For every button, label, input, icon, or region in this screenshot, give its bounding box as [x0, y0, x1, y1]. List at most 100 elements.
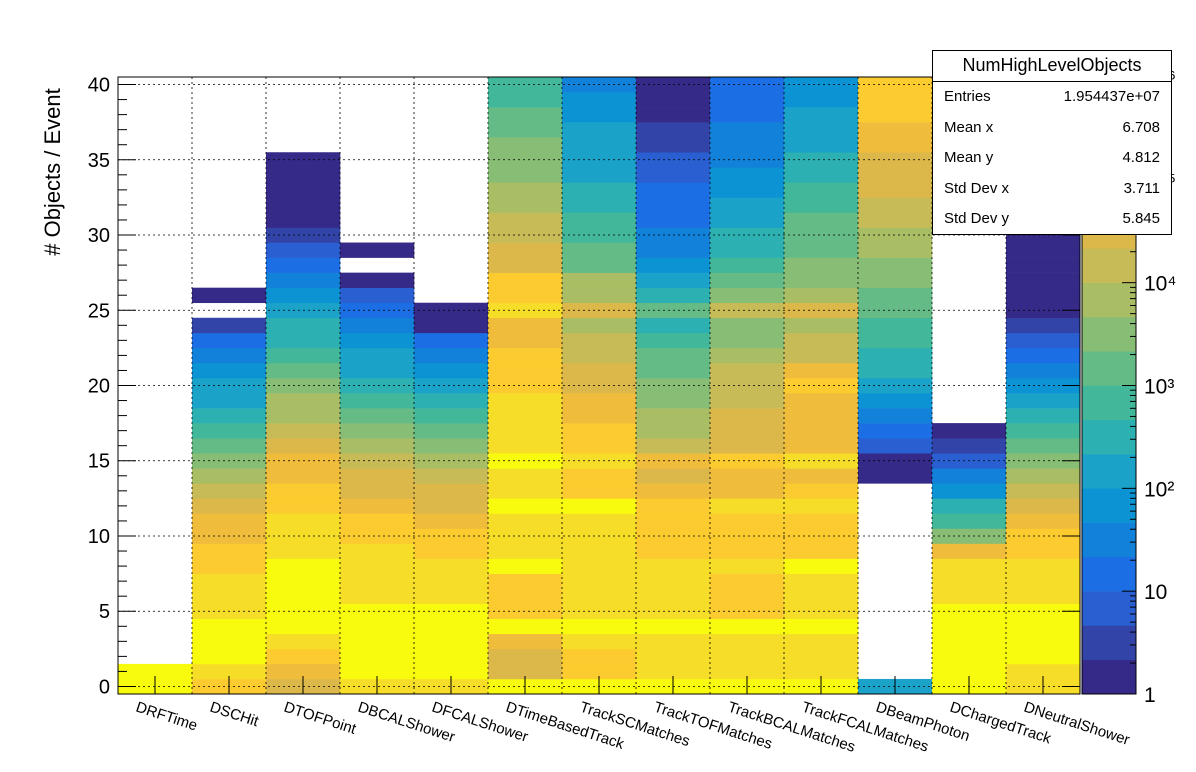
- heatmap-cell: [1006, 588, 1081, 605]
- heatmap-cell: [414, 362, 489, 379]
- x-tick-label: DSCHit: [208, 699, 262, 731]
- heatmap-cell: [710, 197, 785, 213]
- heatmap-cell: [1006, 362, 1081, 379]
- heatmap-cell: [192, 423, 267, 439]
- palette-swatch: [1082, 351, 1136, 386]
- heatmap-cell: [266, 543, 341, 559]
- heatmap-cell: [1006, 423, 1081, 439]
- heatmap-cell: [710, 152, 785, 168]
- heatmap-cell: [636, 167, 711, 183]
- heatmap-cell: [266, 648, 341, 665]
- heatmap-cell: [710, 107, 785, 123]
- heatmap-cell: [488, 107, 563, 123]
- heatmap-cell: [784, 182, 859, 198]
- heatmap-cell: [710, 317, 785, 334]
- heatmap-cell: [192, 588, 267, 605]
- stats-row: Std Dev y 5.845: [933, 204, 1171, 235]
- stats-value: 3.711: [1123, 179, 1160, 197]
- heatmap-cell: [562, 648, 637, 665]
- heatmap-cell: [414, 408, 489, 424]
- palette-swatch: [1082, 454, 1136, 489]
- heatmap-cell: [414, 558, 489, 574]
- heatmap-cell: [784, 633, 859, 650]
- heatmap-cell: [784, 317, 859, 334]
- heatmap-cell: [784, 227, 859, 243]
- heatmap-cell: [710, 287, 785, 304]
- stats-value: 1.954437e+07: [1063, 88, 1160, 105]
- heatmap-cell: [858, 362, 933, 379]
- stats-value: 5.845: [1122, 210, 1160, 227]
- heatmap-cell: [710, 137, 785, 153]
- heatmap-cell: [1006, 242, 1081, 258]
- y-tick-label: 0: [99, 676, 110, 698]
- heatmap-cell: [488, 633, 563, 650]
- x-tick-label: DRFTime: [134, 699, 200, 735]
- palette-swatch: [1082, 248, 1136, 283]
- heatmap-cell: [340, 332, 415, 349]
- heatmap-cell: [562, 588, 637, 605]
- heatmap-cell: [858, 453, 933, 469]
- heatmap-cell: [636, 362, 711, 379]
- heatmap-cell: [414, 618, 489, 635]
- heatmap-cell: [1006, 573, 1081, 589]
- heatmap-cell: [784, 137, 859, 153]
- heatmap-cell: [710, 603, 785, 620]
- heatmap-cell: [340, 347, 415, 364]
- heatmap-cell: [784, 648, 859, 665]
- heatmap-cell: [1006, 513, 1081, 529]
- heatmap-cell: [414, 347, 489, 364]
- heatmap-cell: [710, 272, 785, 288]
- heatmap-cell: [414, 663, 489, 680]
- heatmap-cell: [858, 332, 933, 349]
- heatmap-cell: [414, 573, 489, 589]
- heatmap-cell: [784, 302, 859, 319]
- heatmap-cell: [488, 408, 563, 424]
- heatmap-cell: [488, 242, 563, 258]
- z-tick-label: 1: [1144, 684, 1156, 707]
- heatmap-cell: [488, 227, 563, 243]
- heatmap-cell: [488, 257, 563, 273]
- heatmap-cell: [710, 513, 785, 529]
- heatmap-cell: [488, 197, 563, 213]
- heatmap-cell: [636, 558, 711, 574]
- heatmap-cell: [266, 362, 341, 379]
- heatmap-cell: [266, 513, 341, 529]
- heatmap-cell: [858, 107, 933, 123]
- heatmap-cell: [192, 362, 267, 379]
- heatmap-cell: [488, 453, 563, 469]
- heatmap-cell: [562, 272, 637, 288]
- heatmap-cell: [636, 182, 711, 198]
- heatmap-cell: [932, 558, 1007, 574]
- heatmap-cell: [636, 212, 711, 228]
- heatmap-cell: [192, 573, 267, 589]
- heatmap-cell: [636, 513, 711, 529]
- heatmap-cell: [488, 588, 563, 605]
- heatmap-cell: [192, 287, 267, 304]
- heatmap-cell: [1006, 408, 1081, 424]
- heatmap-cell: [488, 182, 563, 198]
- heatmap-cell: [562, 408, 637, 424]
- x-tick-label: DTOFPoint: [282, 699, 359, 739]
- heatmap-cell: [932, 648, 1007, 665]
- heatmap-cell: [118, 663, 193, 680]
- heatmap-cell: [858, 77, 933, 93]
- heatmap-cell: [562, 182, 637, 198]
- heatmap-cell: [266, 212, 341, 228]
- heatmap-cell: [562, 362, 637, 379]
- heatmap-cell: [1006, 558, 1081, 574]
- heatmap-cell: [710, 573, 785, 589]
- heatmap-cell: [710, 588, 785, 605]
- heatmap-cell: [192, 513, 267, 529]
- heatmap-cell: [562, 317, 637, 334]
- heatmap-cell: [340, 528, 415, 544]
- heatmap-cell: [710, 77, 785, 93]
- heatmap-cell: [562, 107, 637, 123]
- heatmap-cell: [1006, 393, 1081, 409]
- heatmap-cell: [562, 423, 637, 439]
- heatmap-cell: [636, 663, 711, 680]
- heatmap-cell: [1006, 618, 1081, 635]
- heatmap-cell: [636, 588, 711, 605]
- heatmap-cell: [710, 498, 785, 514]
- heatmap-cell: [414, 603, 489, 620]
- heatmap-cell: [266, 408, 341, 424]
